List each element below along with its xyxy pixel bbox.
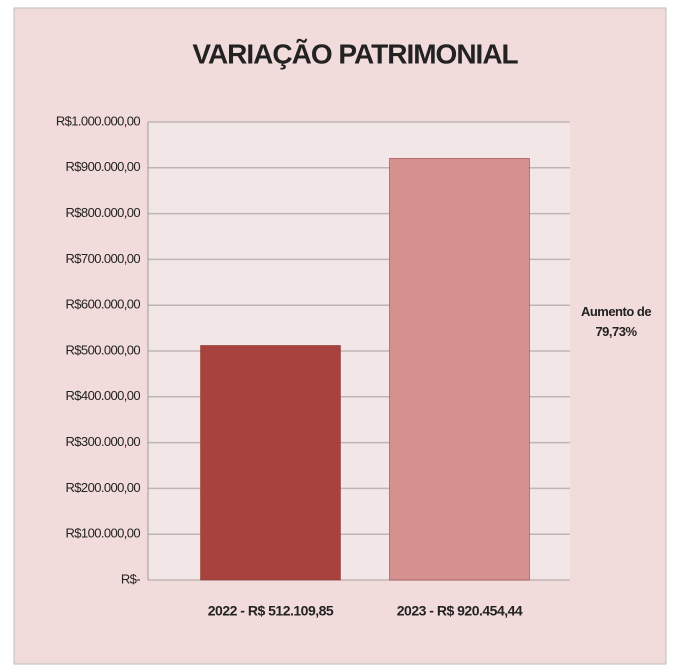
- y-tick-label: R$800.000,00: [66, 205, 141, 220]
- y-tick-label: R$200.000,00: [66, 480, 141, 495]
- y-tick-label: R$500.000,00: [66, 342, 141, 357]
- annotation: Aumento de 79,73%: [580, 304, 652, 339]
- y-tick-label: R$600.000,00: [66, 297, 141, 312]
- y-tick-label: R$-: [121, 571, 140, 586]
- y-tick-label: R$300.000,00: [66, 434, 141, 449]
- x-tick-label: 2022 - R$ 512.109,85: [208, 603, 334, 619]
- y-tick-label: R$700.000,00: [66, 251, 141, 266]
- y-tick-label: R$400.000,00: [66, 388, 141, 403]
- chart-title: VARIAÇÃO PATRIMONIAL: [192, 38, 518, 69]
- y-tick-label: R$100.000,00: [66, 526, 141, 541]
- y-tick-label: R$1.000.000,00: [56, 113, 140, 128]
- x-tick-label: 2023 - R$ 920.454,44: [397, 603, 523, 619]
- bar: [200, 345, 341, 581]
- y-tick-label: R$900.000,00: [66, 159, 141, 174]
- bar: [389, 158, 530, 581]
